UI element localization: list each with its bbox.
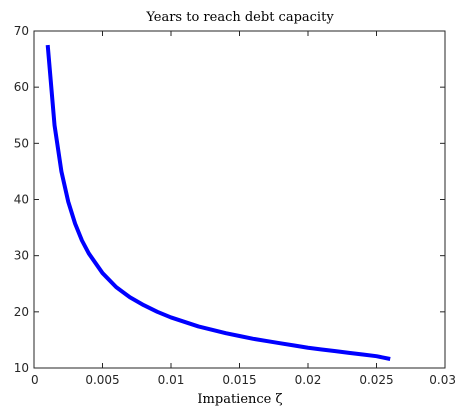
y-tick-label: 60 [14, 80, 29, 94]
y-tick-label: 40 [14, 193, 29, 207]
y-tick-label: 50 [14, 136, 29, 150]
axis-ticks [33, 30, 446, 369]
series-line [45, 44, 391, 361]
y-tick-label: 20 [14, 305, 29, 319]
y-tick-label: 70 [14, 24, 29, 38]
plot-frame [33, 30, 446, 369]
x-tick-label: 0.01 [158, 373, 185, 387]
y-tick-label: 10 [14, 361, 29, 375]
x-tick-label: 0.03 [429, 373, 456, 387]
x-tick-label: 0 [31, 373, 39, 387]
x-tick-label: 0.015 [222, 373, 256, 387]
x-tick-label: 0.02 [295, 373, 322, 387]
x-tick-label: 0.005 [85, 373, 119, 387]
chart-title: Years to reach debt capacity [145, 10, 334, 25]
x-axis-label: Impatience ζ [197, 392, 282, 407]
y-tick-label: 30 [14, 249, 29, 263]
x-tick-label: 0.025 [359, 373, 393, 387]
axis-tick-labels: 0 0.005 0.01 0.015 0.02 0.025 0.03 10 20 30 40 50 60… [14, 24, 456, 387]
